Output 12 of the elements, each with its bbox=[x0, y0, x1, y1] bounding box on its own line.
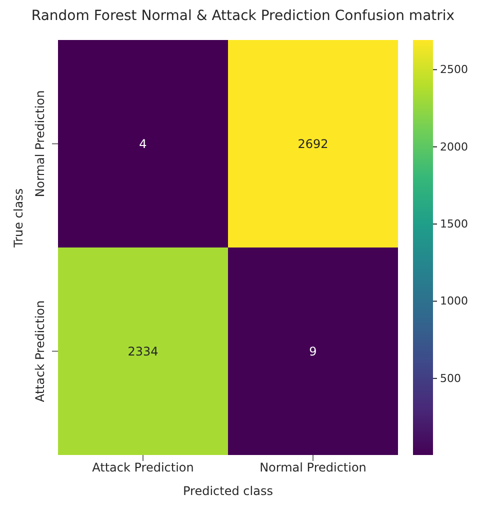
x-axis-title: Predicted class bbox=[183, 484, 273, 498]
color-bar-label: 500 bbox=[440, 372, 461, 385]
data-label: 4 bbox=[139, 136, 147, 151]
data-label: 2334 bbox=[128, 344, 158, 358]
color-bar-label: 2500 bbox=[440, 63, 468, 76]
color-bar-label: 1500 bbox=[440, 218, 468, 231]
color-bar-label: 2000 bbox=[440, 140, 468, 154]
data-label: 2692 bbox=[298, 136, 328, 151]
color-bar-label: 1000 bbox=[440, 294, 468, 308]
data-label: 9 bbox=[309, 344, 317, 358]
y-axis-title: True class bbox=[11, 188, 26, 248]
chart-title: Random Forest Normal & Attack Prediction Confusion matrix bbox=[30, 8, 456, 24]
